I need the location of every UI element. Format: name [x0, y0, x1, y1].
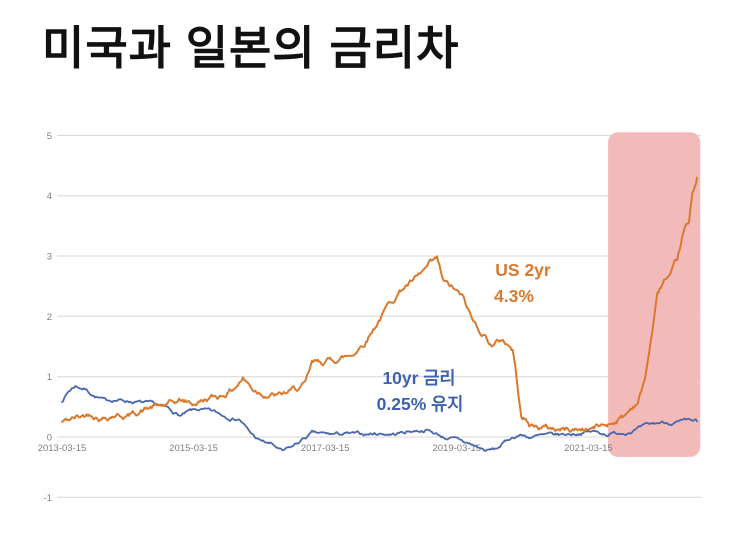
x-tick-label: 2019-03-15: [432, 443, 481, 454]
y-axis-labels: 5 4 3 2 1 0 -1: [44, 131, 52, 504]
us2yr-annotation-value: 4.3%: [494, 286, 534, 306]
jp10yr-annotation: 10yr 금리 0.25% 유지: [377, 368, 464, 414]
y-tick-label: 4: [47, 191, 52, 202]
series-lines: [61, 176, 698, 452]
y-tick-label: 5: [47, 131, 52, 142]
x-tick-label: 2021-03-15: [564, 443, 613, 454]
y-tick-label: 0: [47, 433, 52, 444]
jp10yr-annotation-name: 10yr 금리: [382, 368, 455, 388]
y-tick-label: -1: [44, 493, 52, 504]
series-us2yr-line: [61, 176, 698, 433]
series-jp10yr-line: [61, 385, 698, 452]
y-tick-label: 1: [47, 372, 52, 383]
highlight-region: [608, 132, 701, 457]
page-title: 미국과 일본의 금리차: [42, 22, 460, 74]
gridlines: [57, 134, 701, 498]
x-axis-labels: 2013-03-15 2015-03-15 2017-03-15 2019-03-15…: [38, 443, 613, 454]
rate-spike-highlight: [608, 132, 701, 457]
us2yr-annotation: US 2yr 4.3%: [494, 260, 551, 306]
us2yr-annotation-name: US 2yr: [495, 260, 551, 280]
y-tick-label: 3: [47, 252, 52, 263]
y-tick-label: 2: [47, 312, 52, 323]
x-tick-label: 2015-03-15: [169, 443, 218, 454]
x-tick-label: 2017-03-15: [301, 443, 350, 454]
jp10yr-annotation-value: 0.25% 유지: [377, 394, 464, 414]
x-tick-label: 2013-03-15: [38, 443, 87, 454]
